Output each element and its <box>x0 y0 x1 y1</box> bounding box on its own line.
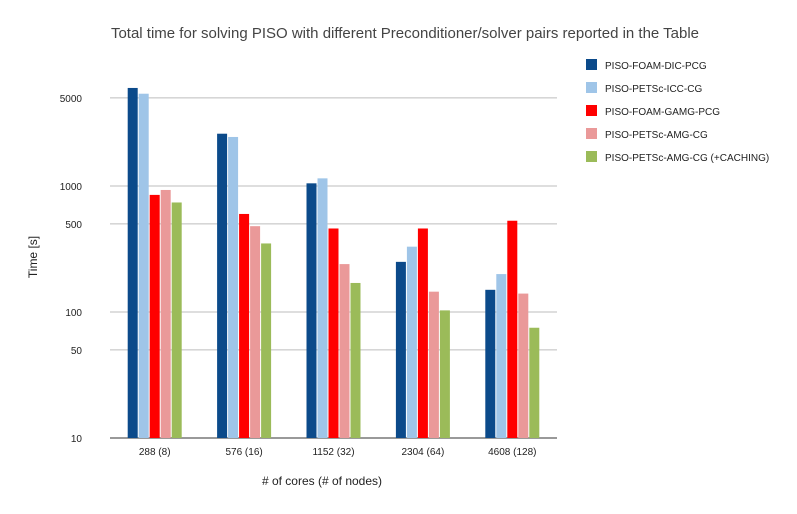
bar <box>529 327 540 438</box>
bar <box>127 87 138 438</box>
y-tick-label: 100 <box>65 308 82 319</box>
bar <box>217 133 228 438</box>
bar <box>250 226 261 438</box>
x-tick-label: 576 (16) <box>225 447 262 458</box>
bar <box>406 246 417 438</box>
bar <box>395 261 406 438</box>
bar <box>328 228 339 438</box>
legend-label: PISO-PETSc-AMG-CG (+CACHING) <box>605 153 769 164</box>
bar <box>306 183 317 438</box>
bars <box>127 87 540 439</box>
legend-swatch <box>586 82 597 93</box>
bar <box>339 264 350 438</box>
bar <box>317 178 328 439</box>
legend-label: PISO-PETSc-AMG-CG <box>605 130 708 141</box>
legend-swatch <box>586 105 597 116</box>
x-tick-label: 4608 (128) <box>488 447 536 458</box>
y-tick-label: 10 <box>71 434 83 445</box>
x-axis-title: # of cores (# of nodes) <box>262 474 382 488</box>
x-tick-label: 2304 (64) <box>401 447 444 458</box>
bar <box>428 291 439 438</box>
bar <box>239 213 250 438</box>
chart-title: Total time for solving PISO with differe… <box>111 25 699 42</box>
legend-label: PISO-PETSc-ICC-CG <box>605 84 702 95</box>
x-tick-label: 288 (8) <box>139 447 171 458</box>
bar <box>439 310 450 438</box>
x-axis-ticks: 288 (8) 576 (16) 1152 (32) 2304 (64) 4608 (1… <box>139 447 537 458</box>
legend-swatch <box>586 151 597 162</box>
bar <box>171 202 182 438</box>
legend-swatch <box>586 59 597 70</box>
bar <box>507 220 518 438</box>
x-tick-label: 1152 (32) <box>312 447 354 458</box>
bar <box>138 93 149 438</box>
y-tick-label: 5000 <box>60 94 83 105</box>
y-tick-label: 50 <box>71 346 83 357</box>
bar <box>350 282 361 438</box>
bar <box>261 243 272 438</box>
y-tick-label: 500 <box>65 220 82 231</box>
legend-swatch <box>586 128 597 139</box>
bar <box>149 194 160 438</box>
bar <box>518 293 529 438</box>
y-axis-ticks: 10 50 100 500 1000 5000 <box>60 94 83 445</box>
bar <box>496 274 507 438</box>
legend: PISO-FOAM-DIC-PCG PISO-PETSc-ICC-CG PISO-F… <box>586 59 769 164</box>
legend-label: PISO-FOAM-GAMG-PCG <box>605 107 720 118</box>
bar <box>228 136 239 438</box>
bar <box>417 228 428 438</box>
bar <box>160 189 171 438</box>
y-tick-label: 1000 <box>60 182 83 193</box>
y-axis-title: Time [s] <box>26 236 40 278</box>
bar <box>485 289 496 438</box>
legend-label: PISO-FOAM-DIC-PCG <box>605 61 707 72</box>
